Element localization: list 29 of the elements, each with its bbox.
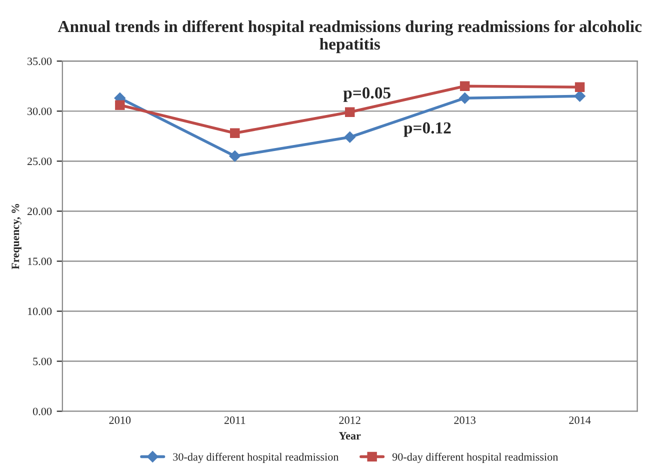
point (574, 82, 585, 92)
y-tick-label: 15.00 (28, 258, 52, 266)
x-tick-label: 2010 (109, 416, 131, 424)
x-tick-label: 2011 (224, 416, 246, 424)
annotation: p=0.12 (404, 122, 451, 137)
y-tick-label: 0.00 (32, 408, 52, 416)
y-axis-title: Frequency, % (12, 204, 22, 270)
legend-label: 90-day different hospital readmission (392, 452, 558, 463)
y-tick-label: 20.00 (27, 208, 52, 216)
point (574, 90, 586, 102)
point (460, 81, 470, 91)
point (344, 107, 355, 117)
x-tick-label: 2012 (339, 416, 360, 424)
point (230, 128, 240, 138)
y-tick-label: 30.00 (28, 108, 52, 116)
point (115, 100, 125, 110)
chart-title: Annual trends in different hospital readmissions during readmissions for alcoholic hepatitis (58, 20, 642, 54)
y-tick-label: 5.00 (33, 358, 52, 366)
point (229, 150, 240, 162)
y-tick-label: 25.00 (27, 158, 52, 166)
x-tick-label: 2013 (454, 416, 476, 424)
y-tick-label: 35.00 (28, 58, 52, 66)
annotation: p=0.05 (343, 87, 390, 102)
point (344, 132, 356, 143)
point (459, 92, 470, 104)
x-axis-title: Year (338, 432, 361, 440)
legend-label: 30-day different hospital readmission (173, 452, 339, 463)
x-tick-label: 2014 (569, 416, 591, 424)
y-tick-label: 10.00 (28, 308, 52, 316)
